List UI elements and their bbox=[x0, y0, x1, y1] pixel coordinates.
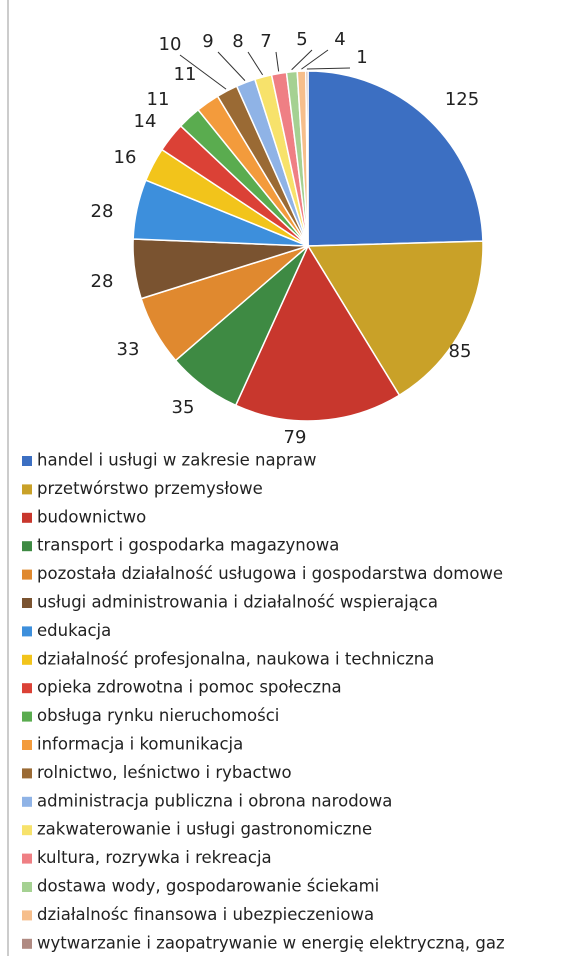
legend-swatch bbox=[22, 882, 32, 892]
leader-line bbox=[291, 49, 313, 71]
legend-swatch bbox=[22, 654, 32, 665]
data-label: 11 bbox=[147, 89, 170, 110]
legend-swatch bbox=[22, 711, 32, 722]
legend-swatch bbox=[22, 569, 32, 580]
data-label: 28 bbox=[91, 271, 114, 292]
legend-label: obsługa rynku nieruchomości bbox=[37, 706, 279, 725]
leader-line bbox=[306, 67, 351, 70]
pie-slice bbox=[306, 240, 484, 397]
legend-label: kultura, rozrywka i rekreacja bbox=[37, 848, 272, 867]
legend-swatch bbox=[22, 796, 32, 807]
legend-swatch bbox=[22, 541, 32, 552]
legend-swatch bbox=[22, 825, 32, 836]
legend-label: informacja i komunikacja bbox=[37, 735, 243, 754]
legend-label: rolnictwo, leśnictwo i rybactwo bbox=[37, 763, 292, 782]
legend-label: administracja publiczna i obrona narodow… bbox=[37, 791, 392, 810]
legend-label: dostawa wody, gospodarowanie ściekami bbox=[37, 877, 379, 896]
data-label: 14 bbox=[134, 111, 157, 132]
data-label: 10 bbox=[159, 34, 182, 55]
legend-label: przetwórstwo przemysłowe bbox=[37, 479, 263, 498]
data-label: 79 bbox=[284, 427, 307, 448]
legend-swatch bbox=[22, 484, 32, 495]
data-label: 125 bbox=[445, 89, 479, 110]
data-label: 9 bbox=[202, 31, 213, 52]
data-label: 35 bbox=[172, 397, 195, 418]
legend-label: usługi administrowania i działalność wsp… bbox=[37, 593, 438, 612]
legend-swatch bbox=[22, 853, 32, 864]
leader-line bbox=[247, 51, 264, 76]
legend-label: zakwaterowanie i usługi gastronomiczne bbox=[37, 820, 372, 839]
legend-label: handel i usługi w zakresie napraw bbox=[37, 451, 316, 470]
pie-slice bbox=[305, 70, 309, 247]
legend-label: działalnośc finansowa i ubezpieczeniowa bbox=[37, 905, 374, 924]
data-label: 11 bbox=[174, 64, 197, 85]
legend-label: transport i gospodarka magazynowa bbox=[37, 536, 339, 555]
pie-slice bbox=[234, 244, 401, 422]
legend-swatch bbox=[22, 456, 32, 466]
data-label: 33 bbox=[117, 339, 140, 360]
data-label: 28 bbox=[91, 201, 114, 222]
data-label: 8 bbox=[232, 31, 243, 52]
legend-swatch bbox=[22, 768, 32, 779]
legend-swatch bbox=[22, 512, 32, 523]
legend-label: pozostała działalność usługowa i gospoda… bbox=[37, 564, 503, 583]
data-label: 16 bbox=[114, 147, 137, 168]
legend-label: wytwarzanie i zaopatrywanie w energię el… bbox=[37, 933, 505, 952]
leader-line bbox=[275, 51, 280, 72]
leader-line bbox=[179, 54, 227, 90]
leader-line bbox=[301, 49, 329, 70]
legend-swatch bbox=[22, 740, 32, 750]
data-label: 7 bbox=[260, 31, 271, 52]
data-label: 1 bbox=[356, 47, 367, 68]
legend-label: opieka zdrowotna i pomoc społeczna bbox=[37, 678, 342, 697]
legend-swatch bbox=[22, 598, 32, 608]
data-label: 4 bbox=[334, 29, 345, 50]
legend-label: działalność profesjonalna, naukowa i tec… bbox=[37, 649, 434, 668]
data-label: 85 bbox=[449, 341, 472, 362]
legend-swatch bbox=[22, 910, 32, 921]
data-label: 5 bbox=[296, 29, 307, 50]
legend-swatch bbox=[22, 626, 32, 637]
legend-swatch bbox=[22, 683, 32, 694]
pie-slice bbox=[307, 70, 484, 247]
legend-label: budownictwo bbox=[37, 507, 146, 526]
legend-swatch bbox=[22, 938, 32, 949]
leader-line bbox=[217, 51, 246, 81]
legend-label: edukacja bbox=[37, 621, 111, 640]
